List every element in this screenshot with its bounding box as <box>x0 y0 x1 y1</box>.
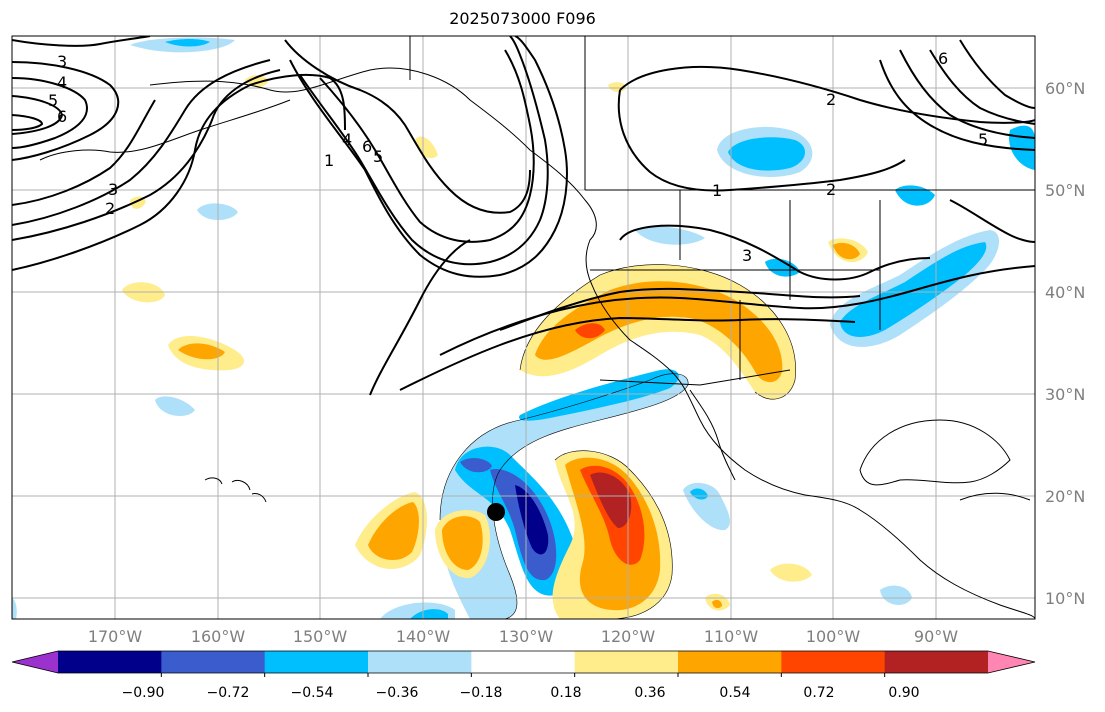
height-contours <box>12 36 1035 396</box>
lat-tick-label: 10°N <box>1045 589 1085 608</box>
colorbar-extend-max <box>988 651 1035 673</box>
lat-tick-label: 40°N <box>1045 283 1085 302</box>
contour-label: 2 <box>826 180 836 199</box>
colorbar-outline <box>11 650 1036 674</box>
contour-label: 4 <box>342 130 352 149</box>
colorbar-tick-label: 0.90 <box>888 685 919 701</box>
colorbar-tick-label: 0.18 <box>550 685 581 701</box>
lon-tick-label: 120°W <box>601 627 656 646</box>
lat-tick-label: 20°N <box>1045 487 1085 506</box>
lon-tick-label: 90°W <box>914 627 958 646</box>
longitude-tick-labels: 170°W 160°W 150°W 140°W 130°W 120°W 110°… <box>88 627 958 646</box>
lat-tick-label: 50°N <box>1045 181 1085 200</box>
lon-tick-label: 170°W <box>88 627 143 646</box>
colorbar-segment <box>678 651 782 673</box>
colorbar-segment <box>161 651 266 673</box>
contour-label: 5 <box>373 147 383 166</box>
contour-label: 1 <box>712 181 722 200</box>
contour-label: 5 <box>48 91 58 110</box>
colorbar-segment <box>368 651 472 673</box>
storm-position-marker <box>487 503 505 521</box>
contour-label: 3 <box>742 246 752 265</box>
lat-tick-label: 30°N <box>1045 385 1085 404</box>
positive-anomaly-shading <box>122 75 868 619</box>
contour-labels: 3 4 5 6 3 2 4 6 5 1 2 1 2 3 6 5 <box>48 49 988 265</box>
shading-outlines <box>439 264 796 619</box>
colorbar-tick-label: −0.72 <box>207 685 250 701</box>
contour-label: 6 <box>57 107 67 126</box>
colorbar-extend-min <box>12 651 58 673</box>
colorbar-segment <box>574 651 679 673</box>
colorbar-tick-label: −0.54 <box>291 685 334 701</box>
lon-tick-label: 140°W <box>396 627 451 646</box>
contour-label: 5 <box>978 130 988 149</box>
colorbar-segment <box>58 651 162 673</box>
lon-tick-label: 110°W <box>704 627 759 646</box>
contour-label: 3 <box>108 180 118 199</box>
colorbar-tick-label: 0.72 <box>803 685 834 701</box>
lon-tick-label: 160°W <box>191 627 246 646</box>
lat-tick-label: 60°N <box>1045 79 1085 98</box>
contour-label: 2 <box>826 90 836 109</box>
colorbar-tick-labels: −0.90 −0.72 −0.54 −0.36 −0.18 0.18 0.36 … <box>122 685 920 701</box>
contour-label: 6 <box>362 137 372 156</box>
colorbar-segment <box>471 651 576 673</box>
lon-tick-label: 100°W <box>806 627 861 646</box>
colorbar-tick-label: 0.54 <box>719 685 750 701</box>
colorbar-segment <box>264 651 369 673</box>
colorbar-tick-label: 0.36 <box>634 685 665 701</box>
contour-label: 2 <box>105 199 115 218</box>
graticule <box>12 36 1035 619</box>
colorbar-tick-label: −0.36 <box>376 685 419 701</box>
contour-label: 3 <box>57 52 67 71</box>
latitude-tick-labels: 60°N 50°N 40°N 30°N 20°N 10°N <box>1045 79 1085 608</box>
lon-tick-label: 150°W <box>293 627 348 646</box>
lon-tick-label: 130°W <box>499 627 554 646</box>
contour-label: 6 <box>938 49 948 68</box>
colorbar-segment <box>884 651 989 673</box>
map-frame <box>11 35 1036 620</box>
contour-label: 1 <box>324 151 334 170</box>
contour-label: 4 <box>57 73 67 92</box>
plot-title: 2025073000 F096 <box>449 9 596 28</box>
colorbar-tick-label: −0.90 <box>122 685 165 701</box>
colorbar-tick-label: −0.18 <box>460 685 503 701</box>
colorbar-segment <box>781 651 886 673</box>
colorbar <box>11 650 1036 677</box>
